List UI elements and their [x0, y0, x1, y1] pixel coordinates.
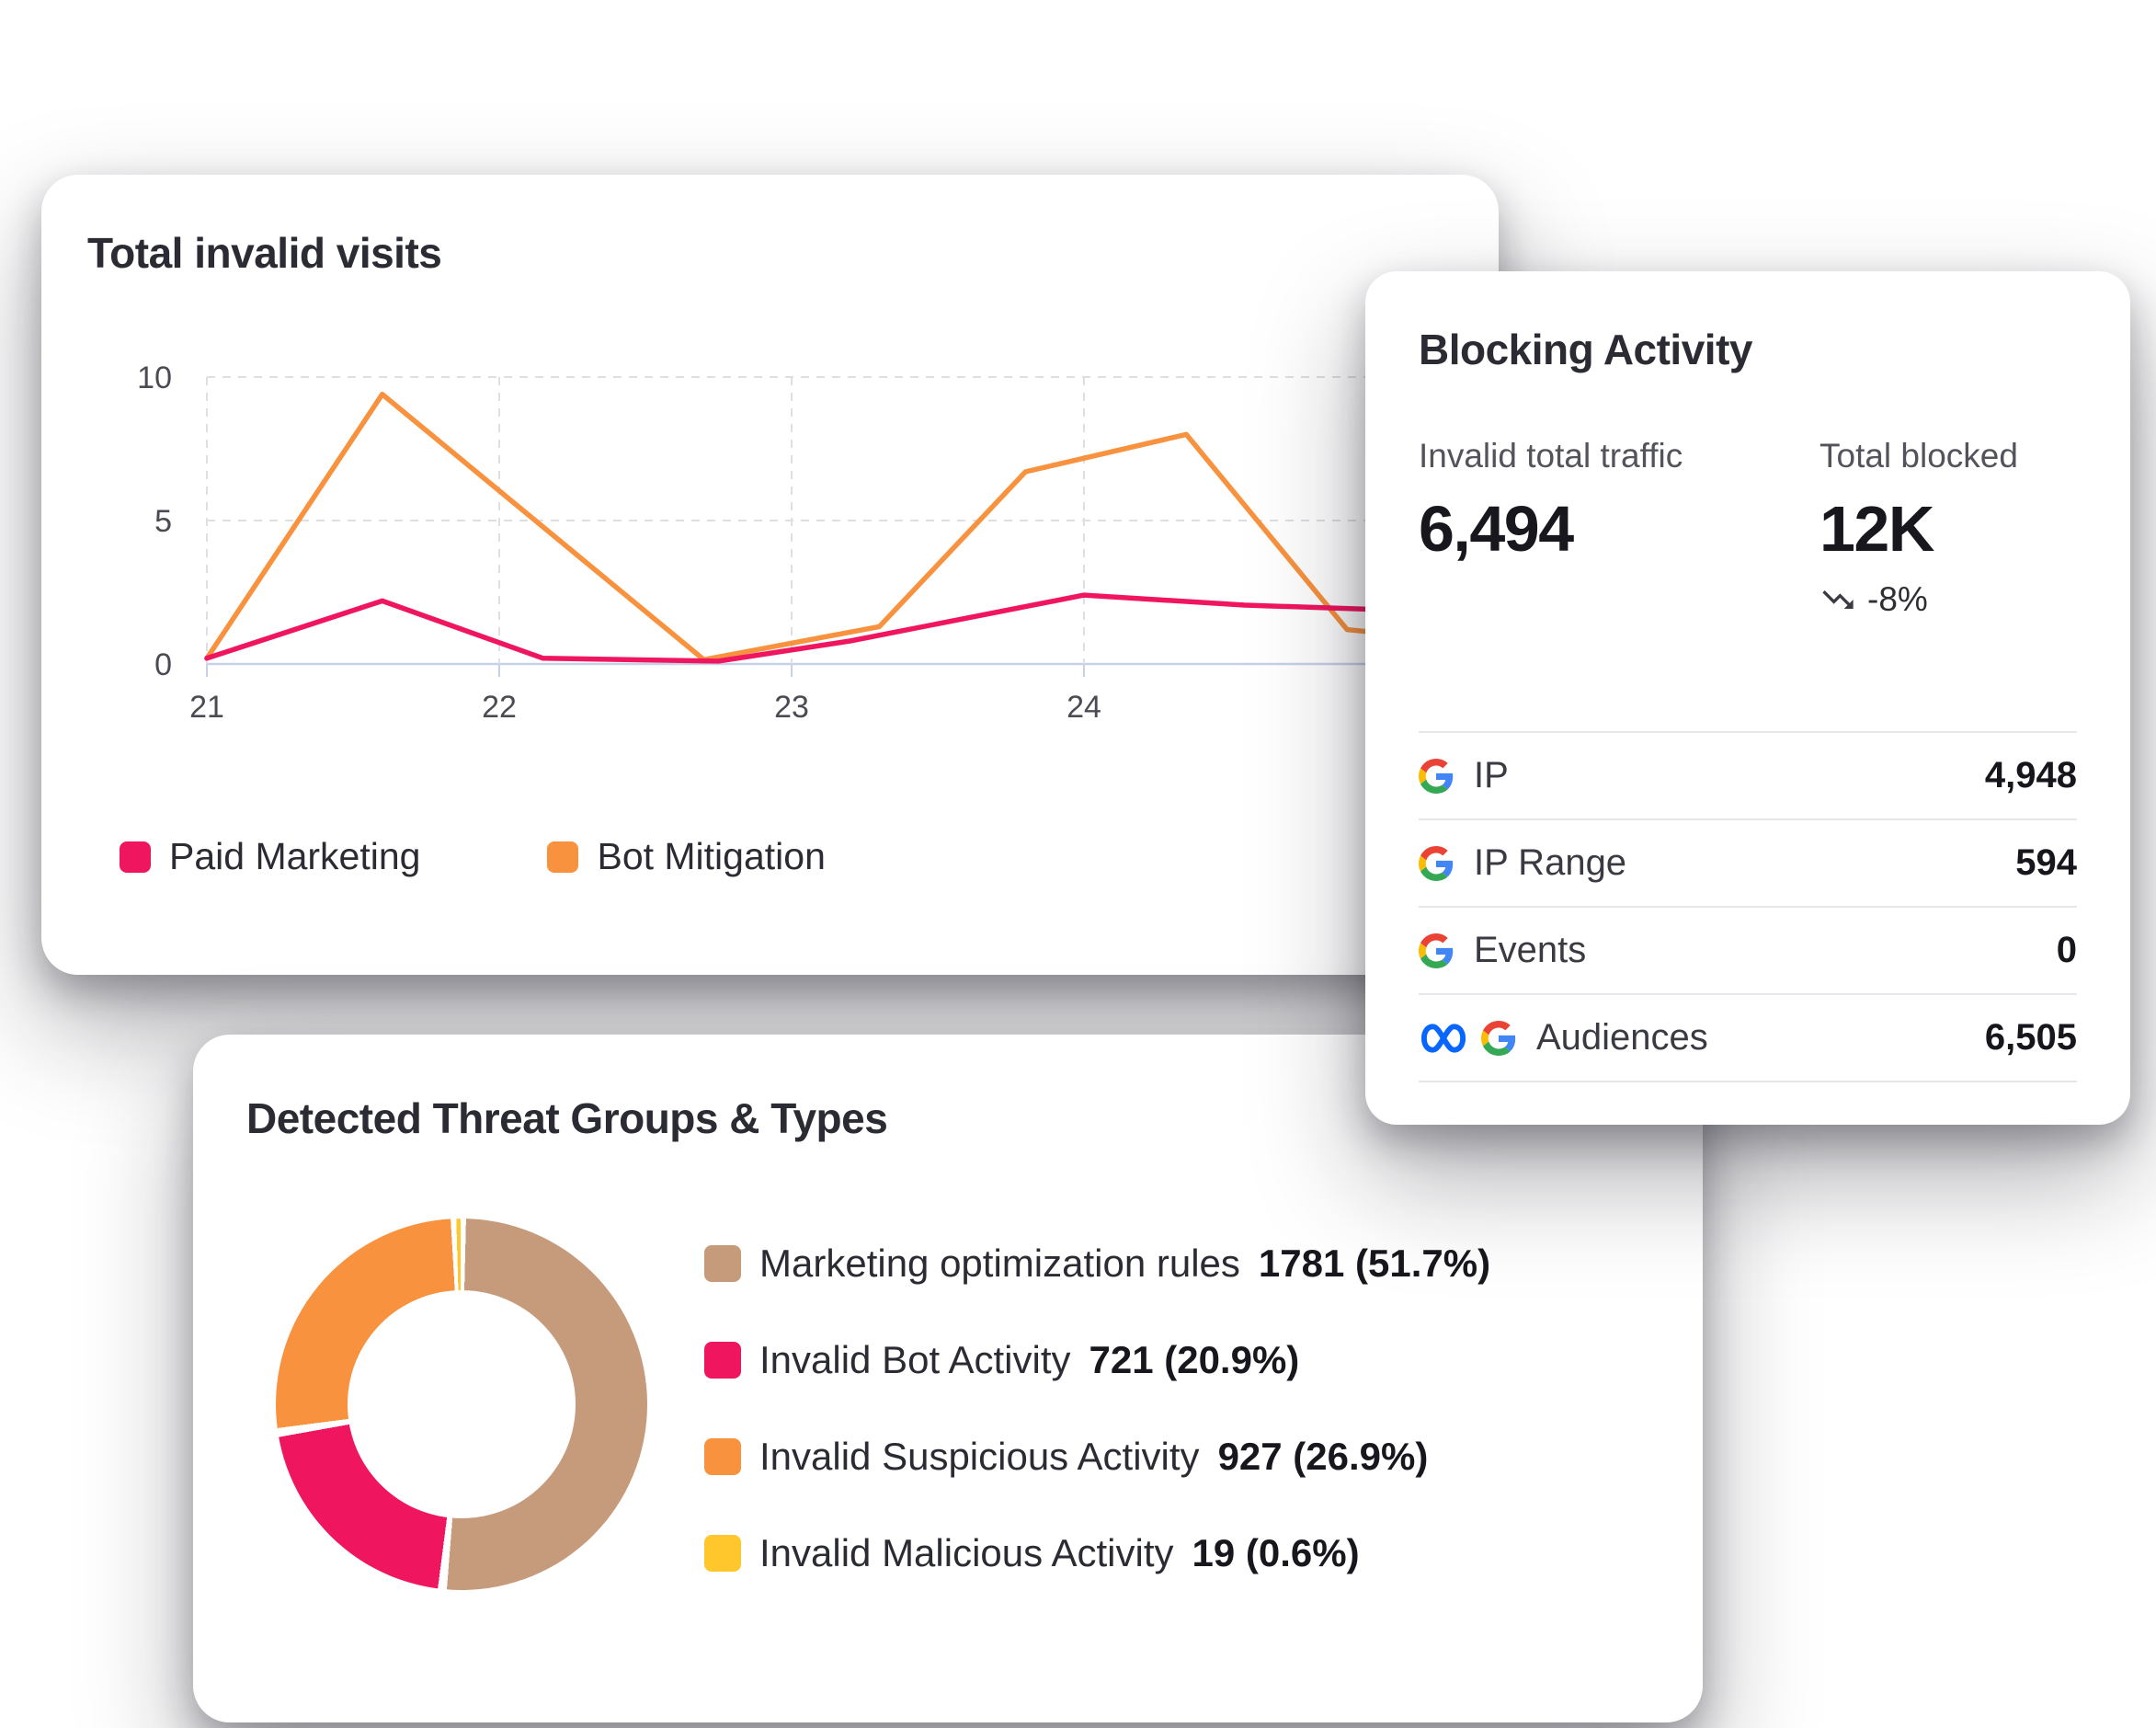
- legend-label: Invalid Suspicious Activity: [759, 1435, 1200, 1478]
- legend-item-paid-marketing[interactable]: Paid Marketing: [120, 835, 420, 878]
- bot-mitigation-swatch: [547, 841, 579, 873]
- legend-value: 721 (20.9%): [1089, 1338, 1300, 1381]
- stat-value: 6,494: [1419, 493, 1574, 565]
- blocking-activity-title: Blocking Activity: [1419, 326, 1752, 373]
- blocking-row-ip[interactable]: IP 4,948: [1419, 731, 2077, 818]
- stat-label: Total blocked: [1819, 437, 2018, 475]
- y-tick-label: 0: [154, 647, 172, 682]
- row-value: 594: [2015, 842, 2077, 883]
- legend-value: 1781 (51.7%): [1258, 1242, 1491, 1285]
- legend-label: Invalid Malicious Activity: [759, 1531, 1174, 1574]
- legend-item-bot-mitigation[interactable]: Bot Mitigation: [547, 835, 826, 878]
- google-icon: [1419, 846, 1454, 881]
- legend-value: 927 (26.9%): [1217, 1435, 1429, 1478]
- invalid-visits-line-chart: 0 5 10 21 22 23 24: [137, 363, 1499, 725]
- row-label: IP: [1474, 755, 1509, 795]
- google-icon: [1419, 759, 1454, 794]
- blocking-list: IP 4,948 IP Range 594 Events 0: [1419, 731, 2077, 1082]
- legend-item-marketing-optimization-rules[interactable]: Marketing optimization rules 1781 (51.7%…: [704, 1235, 1490, 1292]
- stat-value: 12K: [1819, 493, 1934, 565]
- row-label: Audiences: [1536, 1017, 1708, 1058]
- bot-activity-swatch: [704, 1342, 741, 1379]
- marketing-rules-swatch: [704, 1245, 741, 1282]
- trend-value: -8%: [1867, 580, 1928, 618]
- invalid-visits-card: Total invalid visits 0 5 10 21 22 23 24 Paid M…: [41, 175, 1499, 975]
- trending-down-icon: [1822, 590, 1854, 609]
- stat-total-blocked: Total blocked 12K -8%: [1819, 437, 2018, 619]
- x-tick-label: 23: [774, 690, 809, 725]
- meta-icon: [1420, 1023, 1466, 1053]
- row-value: 6,505: [1984, 1017, 2077, 1058]
- y-tick-label: 10: [137, 363, 172, 395]
- google-icon: [1481, 1021, 1516, 1056]
- stat-invalid-total-traffic: Invalid total traffic 6,494: [1419, 437, 1819, 619]
- donut-hole: [348, 1290, 576, 1518]
- total-blocked-trend: -8%: [1819, 580, 2018, 619]
- legend-value: 19 (0.6%): [1192, 1531, 1360, 1574]
- legend-item-invalid-suspicious-activity[interactable]: Invalid Suspicious Activity 927 (26.9%): [704, 1428, 1490, 1485]
- paid-marketing-label: Paid Marketing: [169, 835, 421, 877]
- google-icon: [1419, 933, 1454, 968]
- blocking-row-ip-range[interactable]: IP Range 594: [1419, 818, 2077, 906]
- series-bot-mitigation: [204, 391, 1379, 663]
- row-label: IP Range: [1474, 842, 1627, 883]
- x-tick-label: 24: [1067, 690, 1101, 725]
- blocking-row-audiences[interactable]: Audiences 6,505: [1419, 993, 2077, 1082]
- blocking-stats: Invalid total traffic 6,494 Total blocke…: [1419, 437, 2077, 619]
- x-tick-label: 22: [482, 690, 517, 725]
- malicious-activity-swatch: [704, 1535, 741, 1572]
- y-tick-label: 5: [154, 504, 172, 539]
- row-label: Events: [1474, 930, 1587, 970]
- row-value: 0: [2056, 930, 2077, 970]
- invalid-visits-title: Total invalid visits: [87, 229, 442, 277]
- threat-legend: Marketing optimization rules 1781 (51.7%…: [704, 1235, 1490, 1621]
- legend-label: Invalid Bot Activity: [759, 1338, 1071, 1381]
- x-tick-label: 21: [189, 690, 224, 725]
- series-paid-marketing: [204, 592, 1379, 664]
- threat-groups-title: Detected Threat Groups & Types: [246, 1094, 888, 1142]
- stat-label: Invalid total traffic: [1419, 437, 1683, 475]
- blocking-activity-card: Blocking Activity Invalid total traffic …: [1365, 271, 2130, 1125]
- row-value: 4,948: [1984, 755, 2077, 795]
- paid-marketing-swatch: [120, 841, 151, 873]
- legend-item-invalid-malicious-activity[interactable]: Invalid Malicious Activity 19 (0.6%): [704, 1525, 1490, 1582]
- legend-item-invalid-bot-activity[interactable]: Invalid Bot Activity 721 (20.9%): [704, 1332, 1490, 1389]
- threat-donut-chart: [276, 1219, 647, 1590]
- suspicious-activity-swatch: [704, 1438, 741, 1475]
- invalid-visits-legend: Paid Marketing Bot Mitigation: [120, 835, 826, 878]
- legend-label: Marketing optimization rules: [759, 1242, 1240, 1285]
- bot-mitigation-label: Bot Mitigation: [597, 835, 826, 877]
- threat-groups-card: Detected Threat Groups & Types Marketing…: [193, 1035, 1703, 1722]
- blocking-row-events[interactable]: Events 0: [1419, 906, 2077, 993]
